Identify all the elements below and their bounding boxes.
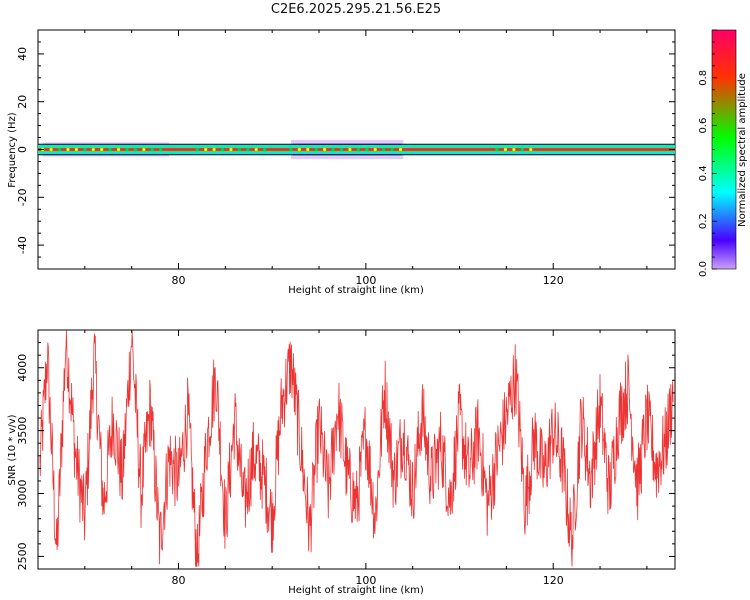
band-speckle — [150, 147, 154, 152]
band-speckle — [348, 147, 352, 152]
y-tick-label: 2500 — [16, 542, 29, 570]
y-tick-label: -20 — [16, 188, 29, 206]
x-tick-label: 120 — [543, 574, 564, 587]
x-tick-label: 80 — [172, 574, 186, 587]
band-speckle — [529, 147, 533, 152]
band-speckle — [91, 147, 95, 152]
colorbar-tick-label: 0.0 — [698, 261, 709, 277]
y-tick-label: 3500 — [16, 417, 29, 445]
band-speckle — [390, 147, 394, 152]
band-speckle — [66, 147, 70, 152]
band-speckle — [263, 147, 267, 152]
snr-y-ticks: 2500 3000 3500 4000 — [16, 329, 675, 570]
band-speckle — [246, 147, 250, 152]
band-speckle — [212, 147, 216, 152]
band-speckle — [125, 147, 129, 152]
band-speckle — [229, 147, 233, 152]
band-speckle — [49, 147, 53, 152]
spectrogram-x-label: Height of straight line (km) — [288, 285, 424, 296]
band-speckle — [365, 147, 369, 152]
snr-x-label: Height of straight line (km) — [288, 585, 424, 596]
band-speckle — [297, 147, 301, 152]
snr-panel: 80 100 120 2500 3000 3500 4000 Height of stra… — [7, 329, 676, 596]
colorbar-gradient — [711, 29, 737, 270]
y-tick-label: 40 — [16, 47, 29, 61]
colorbar-tick-label: 0.4 — [698, 165, 709, 181]
band-speckle — [512, 147, 516, 152]
band-speckle — [195, 147, 199, 152]
colorbar: 0.0 0.2 0.4 0.6 0.8 Normalized spectral ampl… — [698, 29, 748, 277]
y-tick-label: 20 — [16, 95, 29, 109]
band-speckle — [323, 147, 327, 152]
snr-series-line — [39, 330, 674, 567]
spectrogram-y-ticks: -40 -20 0 20 40 — [16, 29, 675, 270]
band-speckle — [220, 147, 225, 152]
y-tick-label: 0 — [16, 146, 29, 153]
band-speckle — [306, 147, 310, 152]
band-speckle — [356, 147, 360, 152]
y-tick-label: 4000 — [16, 354, 29, 382]
band-speckle — [339, 147, 344, 152]
band-speckle — [116, 147, 121, 152]
band-speckle — [83, 147, 87, 152]
x-tick-label: 100 — [355, 574, 376, 587]
band-core — [38, 148, 675, 151]
band-speckle — [74, 147, 79, 152]
spectrogram-band — [38, 139, 675, 160]
band-speckle — [159, 147, 163, 152]
band-speckle — [142, 147, 146, 152]
band-speckle — [237, 147, 242, 152]
colorbar-tick-label: 0.2 — [698, 213, 709, 229]
colorbar-label: Normalized spectral amplitude — [737, 73, 748, 227]
x-tick-label: 80 — [172, 274, 186, 287]
y-tick-label: 3000 — [16, 480, 29, 508]
colorbar-tick-label: 0.6 — [698, 118, 709, 134]
band-speckle — [503, 147, 508, 152]
band-speckle — [520, 147, 524, 152]
snr-y-label: SNR (10 * v/v) — [7, 414, 18, 485]
band-speckle — [57, 147, 62, 152]
page-title: C2E6.2025.295.21.56.E25 — [270, 2, 442, 17]
band-speckle — [398, 147, 403, 152]
y-tick-label: -40 — [16, 236, 29, 254]
band-speckle — [133, 147, 138, 152]
snr-x-ticks: 80 100 120 — [37, 330, 648, 587]
band-speckle — [254, 147, 258, 152]
colorbar-tick-label: 0.8 — [698, 70, 709, 86]
band-speckle — [382, 147, 386, 152]
band-speckle — [100, 147, 104, 152]
spectrogram-panel: 80 100 120 -40 -20 0 20 40 Height of straight … — [7, 29, 676, 296]
colorbar-ticks: 0.0 0.2 0.4 0.6 0.8 — [698, 29, 717, 277]
band-speckle — [373, 147, 377, 152]
band-speckle — [108, 147, 112, 152]
x-tick-label: 100 — [355, 274, 376, 287]
spectrogram-x-ticks: 80 100 120 — [37, 30, 648, 287]
band-speckle — [289, 147, 293, 152]
band-speckle — [495, 147, 499, 152]
band-speckle — [204, 147, 208, 152]
x-tick-label: 120 — [543, 274, 564, 287]
band-speckle — [314, 147, 318, 152]
band-speckle — [331, 147, 335, 152]
spectrogram-y-label: Frequency (Hz) — [7, 112, 18, 188]
